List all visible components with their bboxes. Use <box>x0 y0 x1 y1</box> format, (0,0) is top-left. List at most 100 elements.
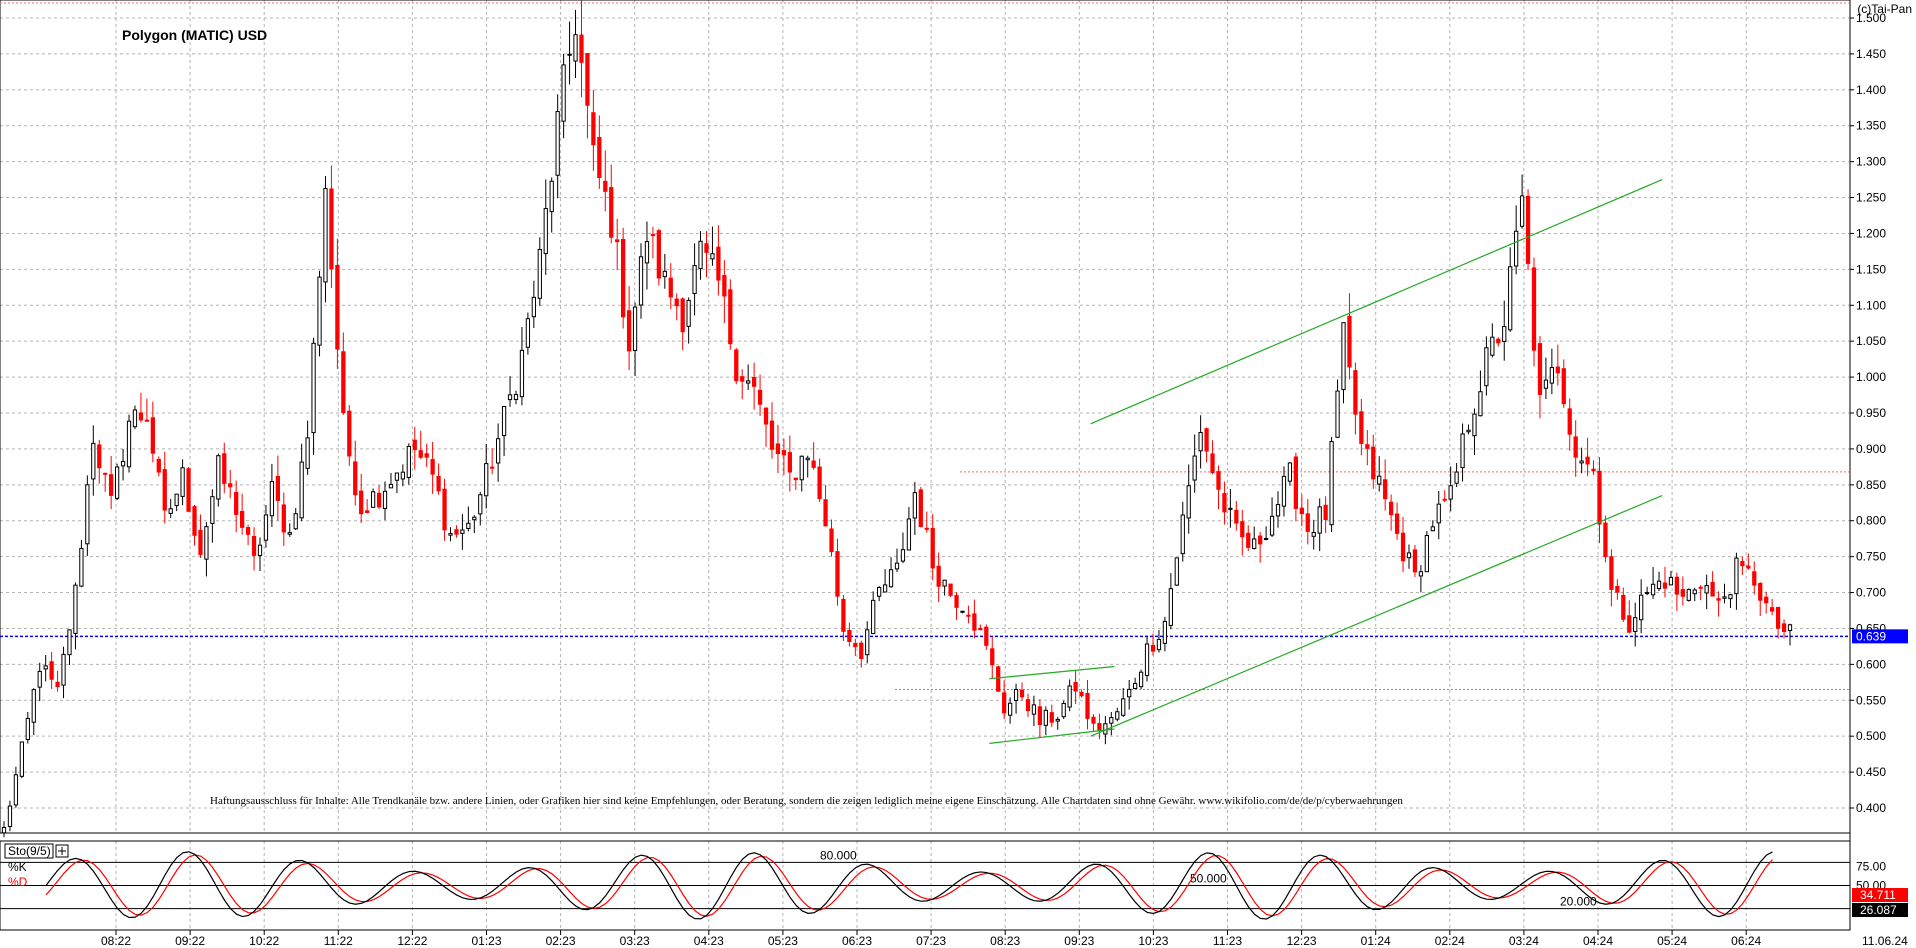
candle-body <box>888 569 894 588</box>
candle <box>1436 490 1441 540</box>
candle <box>329 165 334 288</box>
candle <box>811 442 816 470</box>
candle-body <box>1329 441 1334 526</box>
candle-body <box>621 238 626 318</box>
candle <box>1775 606 1781 639</box>
candle-body <box>1180 514 1185 555</box>
candle-body <box>245 527 251 535</box>
candle-body <box>1061 702 1066 718</box>
triangle-top-line <box>989 665 1115 680</box>
candle <box>1400 516 1406 573</box>
candle <box>912 481 917 535</box>
candle-body <box>1686 588 1691 601</box>
candle-body <box>823 499 828 527</box>
candle <box>1115 707 1120 722</box>
candle <box>1656 571 1662 592</box>
candle <box>954 591 959 620</box>
candle-body <box>579 34 584 63</box>
candle <box>704 231 709 278</box>
candle-body <box>1156 638 1162 651</box>
candle-body <box>7 805 13 827</box>
candle <box>1496 337 1501 347</box>
candle-body <box>37 670 42 688</box>
candle-body <box>79 547 84 587</box>
candle <box>466 506 471 532</box>
candle <box>769 402 775 459</box>
y-tick-label: 0.950 <box>1856 406 1886 420</box>
candle <box>198 514 203 559</box>
x-tick-label: 04:24 <box>1583 934 1613 948</box>
candle <box>1466 424 1471 435</box>
x-tick-label: 05:24 <box>1657 934 1687 948</box>
candle <box>1764 591 1769 614</box>
candle <box>216 453 221 507</box>
candle-body <box>317 276 322 346</box>
candle <box>1323 496 1328 533</box>
candle-body <box>1246 532 1251 548</box>
candle-body <box>1383 479 1388 500</box>
candle <box>930 514 935 581</box>
candle-body <box>1639 594 1644 621</box>
candle <box>442 478 447 541</box>
candle <box>603 150 608 212</box>
candle <box>1442 490 1447 503</box>
candle-body <box>1049 712 1054 723</box>
candle-body <box>1514 230 1519 267</box>
candle <box>549 177 554 233</box>
candle <box>1531 257 1537 367</box>
candle <box>245 524 251 546</box>
candle-body <box>966 614 971 617</box>
candle <box>1525 189 1531 271</box>
candle <box>1121 688 1126 717</box>
candle-body <box>591 112 596 146</box>
y-tick-label: 0.600 <box>1856 657 1886 671</box>
candle <box>19 741 24 779</box>
candle <box>1210 440 1215 475</box>
candle <box>1430 520 1435 532</box>
candle <box>1341 322 1346 404</box>
candle-body <box>859 642 864 659</box>
candles <box>1 0 1793 838</box>
y-tick-label: 1.350 <box>1856 119 1886 133</box>
y-tick-label: 0.850 <box>1856 478 1886 492</box>
candle-body <box>198 529 203 555</box>
candle <box>460 514 465 550</box>
candle-body <box>1585 456 1590 465</box>
candle <box>109 455 114 510</box>
candle-body <box>1436 503 1441 524</box>
candle <box>543 179 548 275</box>
candle <box>132 405 138 430</box>
candle-body <box>1317 506 1322 534</box>
candle <box>1722 583 1727 604</box>
candle <box>1674 572 1680 611</box>
candle <box>49 651 54 689</box>
candle-body <box>942 579 947 587</box>
candle-body <box>1633 617 1638 633</box>
candle <box>1567 398 1572 451</box>
candle <box>1144 635 1150 682</box>
candle <box>650 226 656 259</box>
candle-body <box>103 472 108 475</box>
stoch-k-label: %K <box>8 860 27 874</box>
candle-body <box>1698 586 1703 589</box>
x-axis-labels: 08:22 09:22 10:22 11:22 12:22 01:23 02:23 03:23… <box>101 934 1762 948</box>
candle <box>1073 671 1078 704</box>
candle-body <box>1424 535 1429 573</box>
horizontal-levels <box>0 2 1850 690</box>
candle-body <box>1573 436 1578 458</box>
candle-body <box>1275 504 1281 517</box>
candle <box>924 511 929 533</box>
candle-body <box>1478 391 1483 417</box>
candle-body <box>144 419 150 422</box>
indicator-name: Sto(9/5) <box>8 844 51 858</box>
candle <box>1644 586 1650 596</box>
candle <box>490 448 495 475</box>
candle-body <box>871 599 876 635</box>
candle-body <box>1 826 7 834</box>
candle-body <box>1555 366 1560 374</box>
candle-body <box>734 349 739 382</box>
candle-body <box>615 239 620 243</box>
candle <box>948 583 953 598</box>
candle <box>120 448 126 481</box>
candle <box>25 711 30 744</box>
